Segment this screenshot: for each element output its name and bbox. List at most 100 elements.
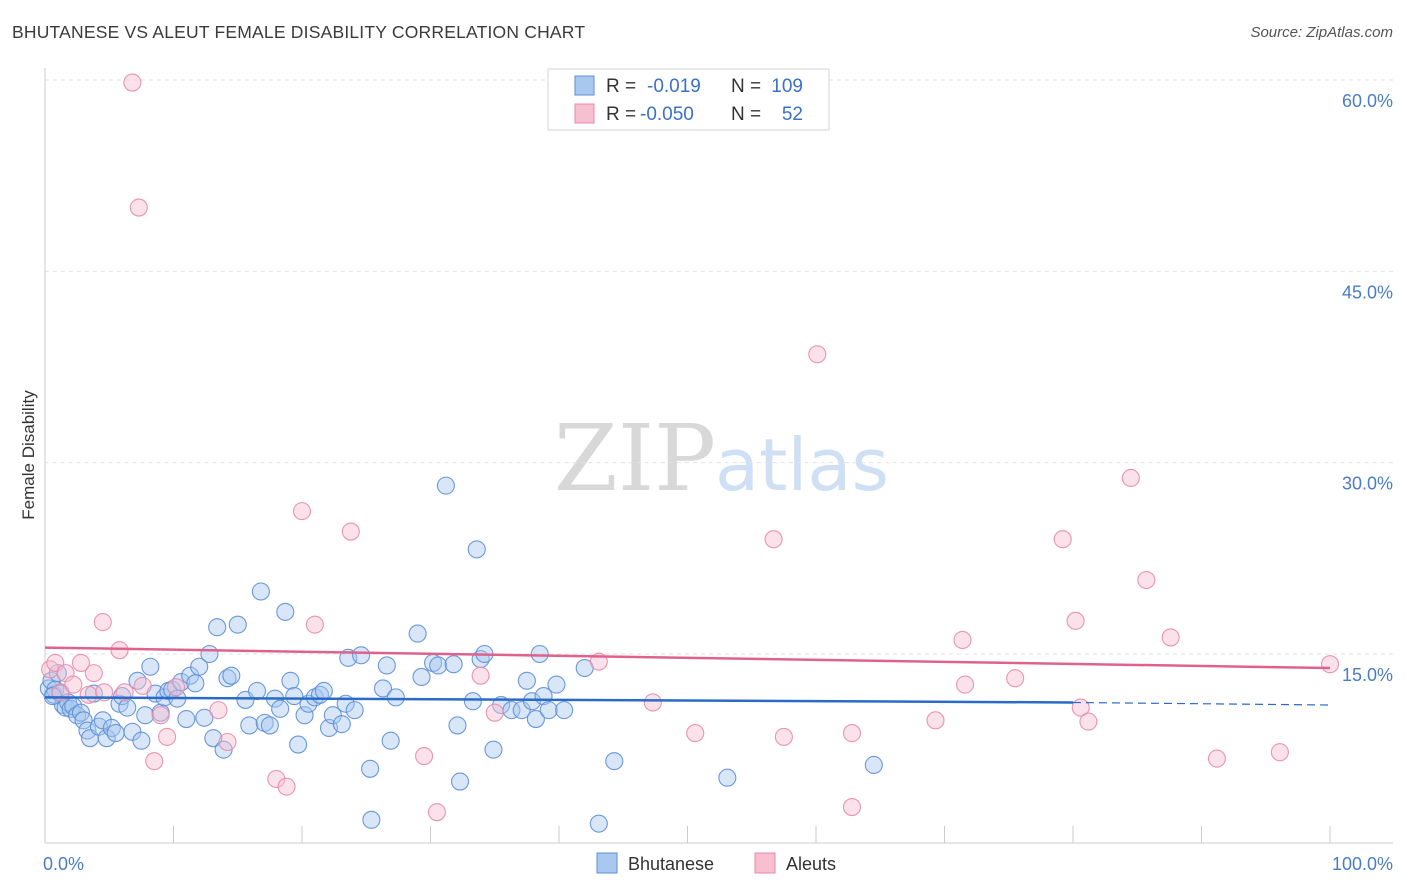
point-aleut xyxy=(267,769,286,789)
point-bhutanese xyxy=(547,675,566,694)
source-label: Source: ZipAtlas.com xyxy=(1250,24,1393,41)
point-bhutanese xyxy=(255,713,274,732)
point-aleut xyxy=(643,693,662,712)
point-bhutanese xyxy=(605,752,624,771)
legend-r-value: -0.050 xyxy=(640,104,694,125)
point-bhutanese xyxy=(271,699,290,718)
point-bhutanese xyxy=(195,708,214,727)
point-bhutanese xyxy=(260,716,279,735)
point-bhutanese xyxy=(463,692,482,711)
point-bhutanese xyxy=(132,731,151,750)
point-bhutanese xyxy=(141,657,160,676)
legend-n-value: 109 xyxy=(771,76,803,97)
point-aleut xyxy=(123,73,142,92)
point-aleut xyxy=(774,727,793,746)
point-bhutanese xyxy=(228,615,247,634)
point-aleut xyxy=(84,664,103,683)
point-bhutanese xyxy=(555,701,574,720)
axes xyxy=(44,68,1393,844)
point-bhutanese xyxy=(177,709,196,729)
point-bhutanese xyxy=(247,681,267,701)
x-tick-label-max: 100.0% xyxy=(1332,854,1393,874)
point-aleut xyxy=(842,798,862,817)
legend: R = -0.019 N = 109 R = -0.050 N = 52 xyxy=(547,68,830,131)
point-bhutanese xyxy=(484,740,503,759)
point-aleut xyxy=(277,777,296,796)
point-bhutanese xyxy=(305,688,324,707)
point-aleut xyxy=(1270,743,1289,762)
point-aleut xyxy=(956,675,975,694)
y-tick-label: 45.0% xyxy=(1342,282,1393,302)
point-aleut xyxy=(842,724,862,743)
point-aleut xyxy=(129,198,148,217)
watermark-atlas: atlas xyxy=(715,423,889,507)
point-aleut xyxy=(1161,628,1180,647)
point-bhutanese xyxy=(276,602,295,621)
point-bhutanese xyxy=(128,671,147,690)
point-bhutanese xyxy=(289,735,308,754)
point-aleut xyxy=(471,666,490,685)
point-bhutanese xyxy=(526,709,545,729)
point-aleut xyxy=(110,641,129,660)
point-aleut xyxy=(93,613,112,632)
point-bhutanese xyxy=(530,644,549,664)
point-bhutanese xyxy=(190,657,209,676)
point-bhutanese xyxy=(281,671,300,690)
point-aleut xyxy=(1053,530,1072,549)
legend-n-label: N = xyxy=(731,76,761,97)
point-aleut xyxy=(151,706,170,725)
grid-lines xyxy=(45,79,1393,655)
point-bhutanese xyxy=(74,711,93,730)
trend-line-bhutanese xyxy=(44,696,1074,704)
point-bhutanese xyxy=(448,716,467,735)
point-bhutanese xyxy=(517,671,536,690)
point-aleut xyxy=(71,653,91,672)
y-axis-label: Female Disability xyxy=(19,390,38,520)
bottom-legend-swatch-aleuts xyxy=(754,852,776,874)
point-bhutanese xyxy=(864,755,883,775)
x-tick-label-min: 0.0% xyxy=(43,854,84,874)
legend-r-label: R = xyxy=(606,76,636,97)
point-aleut xyxy=(64,675,83,694)
series-aleut-points xyxy=(41,73,1340,822)
point-aleut xyxy=(926,711,945,730)
point-aleut xyxy=(1071,698,1090,717)
bottom-legend-label-bhutanese: Bhutanese xyxy=(628,854,714,874)
y-tick-label: 30.0% xyxy=(1342,474,1393,494)
trend-lines xyxy=(44,646,1331,706)
point-bhutanese xyxy=(61,699,80,718)
point-bhutanese xyxy=(361,759,380,778)
point-aleut xyxy=(415,746,434,766)
point-bhutanese xyxy=(362,810,381,829)
point-bhutanese xyxy=(373,679,393,698)
point-bhutanese xyxy=(251,582,270,601)
point-aleut xyxy=(79,685,98,704)
bottom-legend-swatch-bhutanese xyxy=(596,852,618,874)
point-bhutanese xyxy=(332,715,351,734)
point-bhutanese xyxy=(222,666,241,685)
point-bhutanese xyxy=(136,706,155,725)
trend-line-bhutanese-extension xyxy=(1072,701,1331,706)
point-aleut xyxy=(145,752,164,771)
legend-box xyxy=(547,68,830,131)
point-aleut xyxy=(341,522,360,541)
point-aleut xyxy=(292,502,312,521)
point-aleut xyxy=(1066,611,1085,630)
point-aleut xyxy=(485,703,504,722)
point-aleut xyxy=(1207,749,1226,768)
point-bhutanese xyxy=(118,698,137,717)
legend-r-value: -0.019 xyxy=(647,76,701,97)
point-aleut xyxy=(427,803,446,822)
bottom-legend: Bhutanese Aleuts xyxy=(596,852,836,874)
point-bhutanese xyxy=(352,646,371,665)
legend-swatch-aleuts xyxy=(574,103,595,124)
point-bhutanese xyxy=(345,701,364,720)
point-aleut xyxy=(1079,712,1098,731)
point-aleut xyxy=(218,732,237,752)
point-bhutanese xyxy=(718,768,737,787)
point-aleut xyxy=(1006,669,1025,688)
point-bhutanese xyxy=(172,673,191,692)
trend-line-aleut xyxy=(44,646,1331,670)
point-bhutanese xyxy=(285,687,304,706)
